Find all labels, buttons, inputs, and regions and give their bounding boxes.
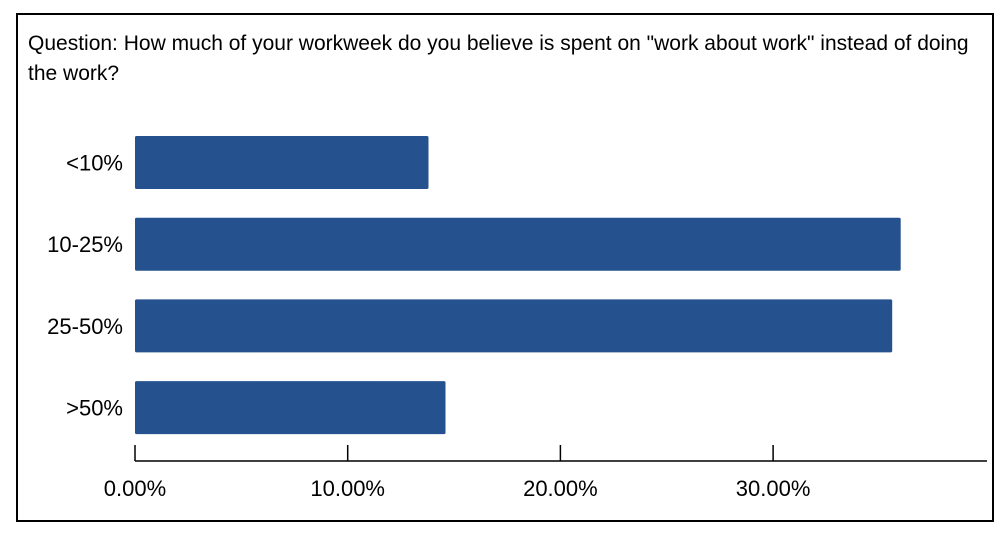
- bar-gt-50: [135, 381, 446, 435]
- x-tick-label: 10.00%: [310, 476, 385, 501]
- bars-group: [135, 136, 901, 435]
- category-label: >50%: [66, 396, 123, 421]
- x-tick-label: 30.00%: [736, 476, 811, 501]
- category-label: 25-50%: [47, 314, 123, 339]
- x-tick-label: 0.00%: [104, 476, 166, 501]
- category-label: <10%: [66, 151, 123, 176]
- x-tick-label: 20.00%: [523, 476, 598, 501]
- bar-10-25: [135, 217, 901, 271]
- chart-title: Question: How much of your workweek do y…: [28, 32, 969, 85]
- category-labels-group: <10% 10-25% 25-50% >50%: [47, 151, 123, 421]
- bar-25-50: [135, 299, 893, 353]
- x-axis: 0.00% 10.00% 20.00% 30.00%: [104, 445, 987, 501]
- bar-lt-10: [135, 136, 429, 189]
- category-label: 10-25%: [47, 232, 123, 257]
